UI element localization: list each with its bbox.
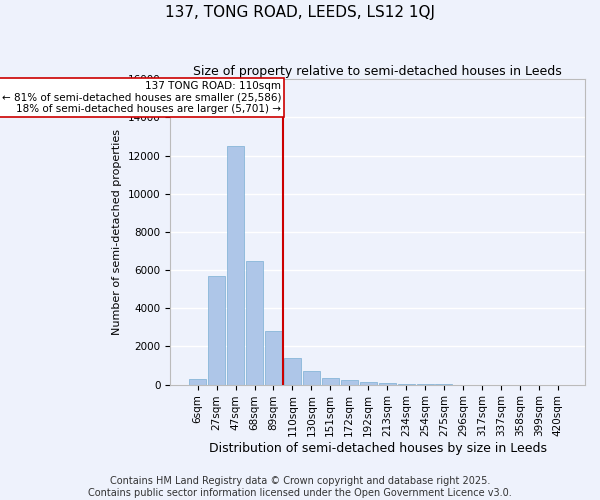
Bar: [227, 146, 244, 384]
Bar: [359, 382, 377, 384]
Text: Contains HM Land Registry data © Crown copyright and database right 2025.
Contai: Contains HM Land Registry data © Crown c…: [88, 476, 512, 498]
Text: 137, TONG ROAD, LEEDS, LS12 1QJ: 137, TONG ROAD, LEEDS, LS12 1QJ: [165, 5, 435, 20]
Y-axis label: Number of semi-detached properties: Number of semi-detached properties: [112, 129, 122, 335]
Bar: [208, 276, 225, 384]
Bar: [246, 260, 263, 384]
Bar: [322, 378, 339, 384]
Bar: [265, 331, 282, 384]
Bar: [303, 371, 320, 384]
Bar: [284, 358, 301, 384]
Text: 137 TONG ROAD: 110sqm
← 81% of semi-detached houses are smaller (25,586)
18% of : 137 TONG ROAD: 110sqm ← 81% of semi-deta…: [2, 80, 281, 114]
Bar: [189, 379, 206, 384]
Title: Size of property relative to semi-detached houses in Leeds: Size of property relative to semi-detach…: [193, 65, 562, 78]
Bar: [341, 380, 358, 384]
X-axis label: Distribution of semi-detached houses by size in Leeds: Distribution of semi-detached houses by …: [209, 442, 547, 455]
